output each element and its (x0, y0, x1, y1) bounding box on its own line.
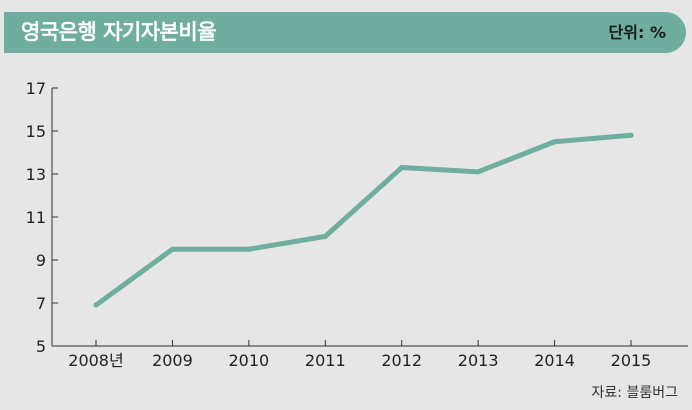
x-tick-label: 2014 (534, 351, 575, 370)
data-point (93, 302, 99, 308)
data-point (246, 246, 252, 252)
series (93, 132, 634, 308)
unit-label: 단위: % (608, 23, 666, 42)
data-point (322, 233, 328, 239)
header-bar: 영국은행 자기자본비율 단위: % (4, 12, 686, 53)
y-tick-label: 17 (26, 79, 46, 98)
data-point (552, 139, 558, 145)
x-tick-label: 2008년 (68, 351, 123, 370)
y-tick-label: 7 (36, 294, 46, 313)
data-point (169, 246, 175, 252)
y-axis-ticks: 5 7 9 11 13 15 17 (26, 79, 58, 356)
x-tick-label: 2009 (152, 351, 193, 370)
data-point (628, 132, 634, 138)
data-point (399, 165, 405, 171)
series-line (93, 132, 634, 308)
y-tick-label: 13 (26, 165, 46, 184)
source-note: 자료: 블룸버그 (591, 385, 678, 401)
x-tick-label: 2015 (611, 351, 652, 370)
y-tick-label: 9 (36, 251, 46, 270)
data-point (475, 169, 481, 175)
x-tick-label: 2011 (305, 351, 346, 370)
y-tick-label: 5 (36, 337, 46, 356)
chart-title: 영국은행 자기자본비율 (21, 20, 217, 44)
axes (51, 88, 688, 347)
x-tick-label: 2013 (458, 351, 499, 370)
x-tick-label: 2012 (381, 351, 422, 370)
y-tick-label: 11 (26, 208, 46, 227)
x-axis-ticks: 2008년 2009 2010 2011 2012 2013 2014 2015 (68, 340, 651, 370)
x-tick-label: 2010 (229, 351, 270, 370)
y-tick-label: 15 (26, 122, 46, 141)
